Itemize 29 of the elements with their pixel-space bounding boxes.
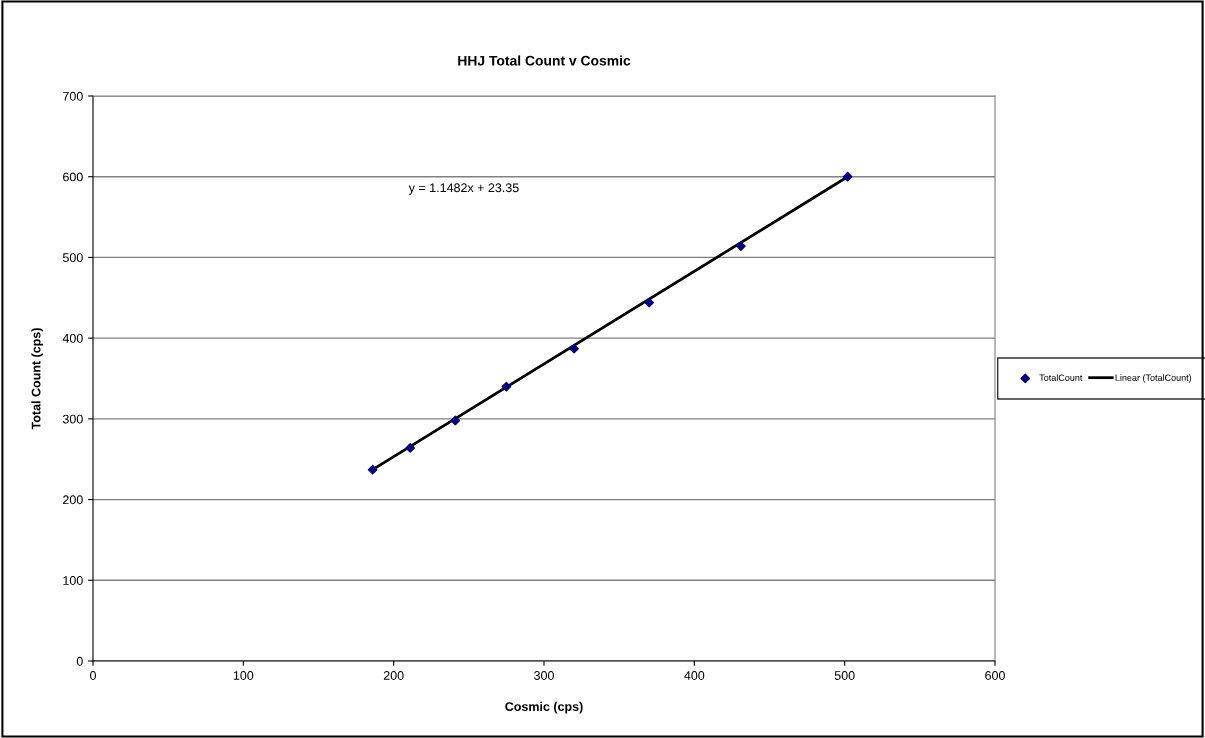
point [450,415,461,426]
x-tick-label: 200 [383,671,404,680]
point [501,381,512,392]
chart-title: HHJ Total Count v Cosmic [458,55,631,66]
y-tick-label: 100 [63,576,83,585]
point [569,343,579,354]
y-tick-label: 700 [63,91,83,101]
y-tick-label: 0 [76,656,83,666]
y-tick-label: 400 [62,333,83,343]
y-tick-label: 300 [62,414,83,424]
x-tick-label: 500 [834,671,855,680]
y-tick-label: 200 [63,495,83,505]
annotation: y = 1.1482x + 23.35 [408,183,519,195]
point [367,464,378,475]
y-tick-label: 600 [63,172,83,182]
y-axis-title: Total Count (cps) [31,328,43,430]
point [644,297,655,308]
point [736,241,746,251]
y-tick-label: 500 [62,253,83,263]
x-tick-label: 300 [534,671,554,680]
point [405,443,416,453]
x-tick-label: 0 [90,671,96,680]
point [842,171,853,182]
x-tick-label: 400 [684,671,705,680]
legend-label: TotalCount [1039,374,1083,381]
x-axis-title: Cosmic (cps) [505,701,583,714]
x-tick-label: 600 [985,671,1005,680]
legend-label: Linear (TotalCount) [1115,374,1192,383]
x-tick-label: 100 [233,671,254,680]
